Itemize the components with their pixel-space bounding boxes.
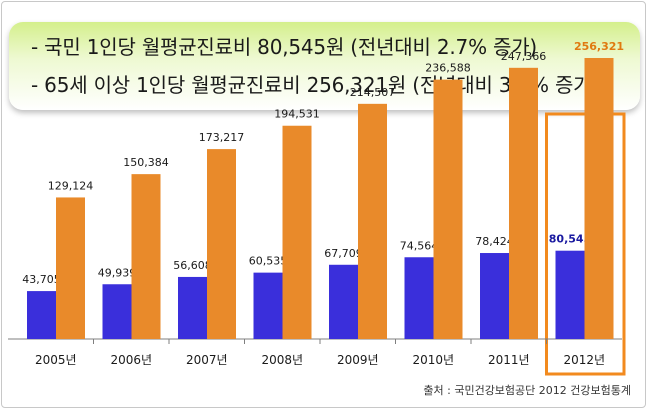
bar-all-7 [555,250,585,339]
data-label-all-7: 80,545 [549,233,591,246]
x-tick-label-4: 2009년 [337,353,379,367]
data-label-all-4: 67,709 [324,247,363,260]
source-note: 출처 : 국민건강보험공단 2012 건강보험통계 [423,384,631,397]
bar-all-0 [27,291,56,339]
data-label-all-6: 78,424 [475,235,514,248]
data-label-65plus-0: 129,124 [48,179,94,192]
x-tick-label-7: 2012년 [563,353,605,367]
x-tick-label-1: 2006년 [110,353,152,367]
bar-65plus-4 [358,103,387,340]
data-label-65plus-2: 173,217 [199,131,245,144]
data-label-all-1: 49,939 [98,266,137,279]
data-label-65plus-7: 256,321 [574,40,624,53]
summary-line-national: - 국민 1인당 월평균진료비 80,545원 (전년대비 2.7% 증가) [31,35,538,59]
bar-all-4 [329,264,358,339]
bar-65plus-3 [282,125,312,339]
bar-all-1 [102,284,132,339]
data-label-65plus-5: 236,588 [425,62,471,75]
data-label-all-5: 74,564 [400,239,439,252]
bar-all-6 [480,253,509,339]
x-tick-label-3: 2008년 [261,353,303,367]
bar-65plus-6 [509,67,538,339]
data-label-65plus-6: 247,366 [501,50,547,63]
bar-65plus-0 [56,197,85,339]
x-tick-label-2: 2007년 [186,353,228,367]
x-tick-label-6: 2011년 [488,353,530,367]
x-tick-label-0: 2005년 [35,353,77,367]
bar-65plus-1 [131,174,161,339]
data-label-all-0: 43,705 [22,273,61,286]
summary-banner: - 국민 1인당 월평균진료비 80,545원 (전년대비 2.7% 증가) -… [9,22,640,110]
summary-line-65plus: - 65세 이상 1인당 월평균진료비 256,321원 (전년대비 3.6% … [31,73,599,97]
data-label-all-3: 60,535 [249,255,288,268]
x-tick-label-5: 2010년 [412,353,454,367]
data-label-65plus-4: 214,507 [350,86,396,99]
bar-all-5 [404,257,434,339]
bar-all-3 [253,272,283,339]
data-label-65plus-3: 194,531 [274,108,320,121]
bar-all-2 [178,276,207,339]
bar-65plus-2 [207,149,236,339]
bar-65plus-7 [584,57,614,339]
data-label-65plus-1: 150,384 [123,156,169,169]
bar-65plus-5 [433,79,463,339]
data-label-all-2: 56,608 [173,259,212,272]
